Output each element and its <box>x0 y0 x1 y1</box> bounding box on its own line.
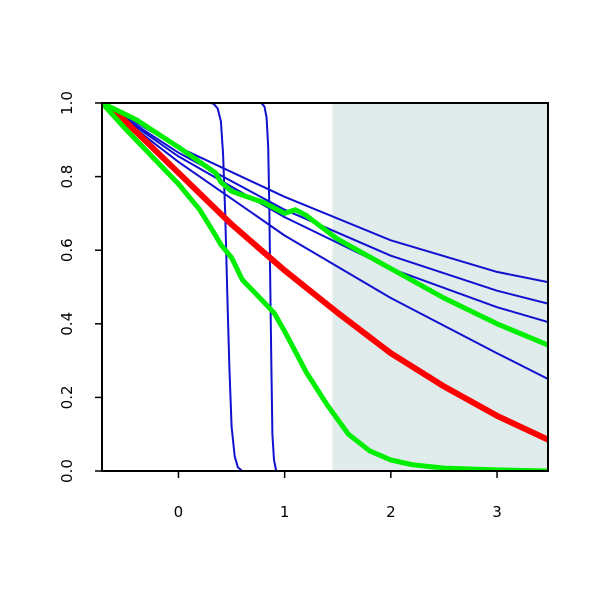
y-tick-label: 1.0 <box>58 91 76 115</box>
x-tick-label: 1 <box>280 503 290 521</box>
x-axis: 0 1 2 3 <box>174 471 502 521</box>
series-line-6 <box>102 103 548 380</box>
plot-frame <box>101 102 549 472</box>
y-tick-label: 0.8 <box>58 165 76 189</box>
y-tick-label: 0.6 <box>58 238 76 262</box>
series-group <box>102 103 548 471</box>
y-axis: 0.0 0.2 0.4 0.6 0.8 1.0 <box>58 91 102 483</box>
series-line-8 <box>102 103 548 348</box>
x-tick-label: 0 <box>174 503 184 521</box>
series-line-5 <box>102 103 548 323</box>
series-line-4 <box>102 103 548 305</box>
x-tick-label: 3 <box>492 503 502 521</box>
series-line-2 <box>102 103 548 471</box>
series-line-7 <box>102 103 548 443</box>
y-tick-label: 0.2 <box>58 385 76 409</box>
y-tick-label: 0.4 <box>58 312 76 336</box>
y-tick-label: 0.0 <box>58 459 76 483</box>
x-tick-label: 2 <box>386 503 396 521</box>
series-line-9 <box>102 103 548 471</box>
